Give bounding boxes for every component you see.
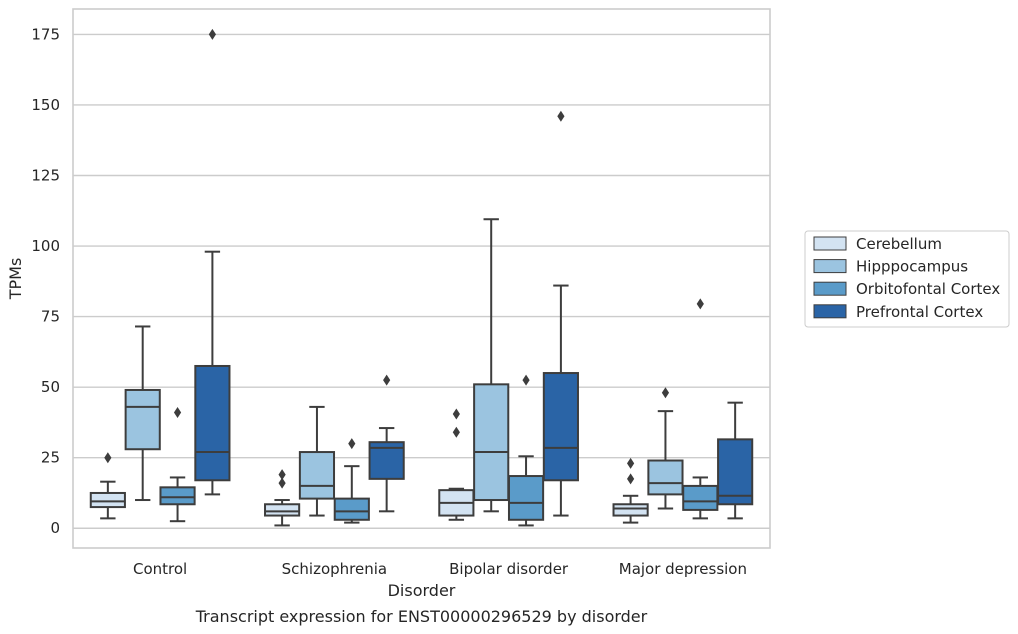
box-body xyxy=(473,383,510,502)
outlier-point xyxy=(452,426,460,438)
box xyxy=(159,407,196,523)
y-tick-label: 175 xyxy=(31,25,60,43)
box xyxy=(298,405,336,517)
box-groups xyxy=(89,28,754,527)
legend-swatch xyxy=(813,259,847,274)
legend-swatch xyxy=(813,281,847,296)
x-tick-label: Major depression xyxy=(619,560,747,578)
outlier-point xyxy=(348,438,356,450)
outlier-point xyxy=(104,452,112,464)
outlier-point xyxy=(208,28,216,40)
box xyxy=(647,387,684,510)
y-tick-label: 125 xyxy=(31,166,60,184)
box xyxy=(438,408,475,521)
x-axis-label: Disorder xyxy=(388,581,456,600)
box xyxy=(682,298,719,520)
outlier-point xyxy=(278,469,286,481)
outlier-point xyxy=(627,473,635,485)
outlier-point xyxy=(696,298,704,310)
legend: Cerebellum Hipppocampus Orbitofontal Corte… xyxy=(804,230,1010,328)
legend-label: Prefrontal Cortex xyxy=(856,303,983,321)
outlier-point xyxy=(661,387,670,399)
outlier-point xyxy=(557,110,565,122)
y-tick-label: 50 xyxy=(41,378,60,396)
y-tick-label: 150 xyxy=(31,96,60,114)
legend-label: Orbitofontal Cortex xyxy=(856,280,1000,298)
y-tick-labels: 0 25 50 75 100 125 150 175 xyxy=(31,25,60,537)
box-body xyxy=(647,459,684,496)
box-body xyxy=(507,475,545,521)
box xyxy=(717,401,754,520)
x-tick-label: Control xyxy=(133,560,187,578)
box-body xyxy=(298,451,336,500)
box-body xyxy=(89,491,126,509)
box-body xyxy=(333,497,370,521)
box xyxy=(333,438,370,524)
y-axis-label: TPMs xyxy=(6,258,25,301)
box xyxy=(612,457,649,524)
box xyxy=(194,28,231,496)
box-body xyxy=(717,438,754,506)
legend-label: Cerebellum xyxy=(856,235,942,253)
legend-label: Hipppocampus xyxy=(856,258,968,276)
outlier-point xyxy=(522,374,530,386)
box-body xyxy=(159,486,196,506)
box xyxy=(368,374,405,513)
y-tick-label: 25 xyxy=(41,449,60,467)
y-gridlines xyxy=(73,33,770,529)
outlier-point xyxy=(278,477,286,489)
box xyxy=(124,325,161,502)
outlier-point xyxy=(452,408,460,420)
plot-frame xyxy=(72,8,771,549)
box xyxy=(542,110,579,517)
y-tick-label: 0 xyxy=(50,519,60,537)
box xyxy=(507,374,545,527)
box xyxy=(264,469,301,527)
y-tick-label: 100 xyxy=(31,237,60,255)
box-body xyxy=(542,372,579,482)
outlier-point xyxy=(173,407,182,419)
box xyxy=(473,218,510,513)
chart-caption: Transcript expression for ENST0000029652… xyxy=(195,607,648,626)
outlier-point xyxy=(627,457,635,469)
box-body xyxy=(194,364,231,482)
outlier-point xyxy=(383,374,391,386)
x-tick-labels: Control Schizophrenia Bipolar disorder Majo… xyxy=(133,560,747,578)
box-body xyxy=(682,484,719,511)
y-tick-label: 75 xyxy=(41,308,60,326)
box-body xyxy=(124,388,161,451)
legend-frame xyxy=(804,230,1010,328)
box-body xyxy=(612,503,649,517)
legend-swatch xyxy=(813,236,847,251)
x-tick-label: Bipolar disorder xyxy=(449,560,569,578)
x-tick-label: Schizophrenia xyxy=(282,560,387,578)
legend-swatch xyxy=(813,304,847,319)
box xyxy=(89,452,126,520)
box-body xyxy=(264,503,301,517)
